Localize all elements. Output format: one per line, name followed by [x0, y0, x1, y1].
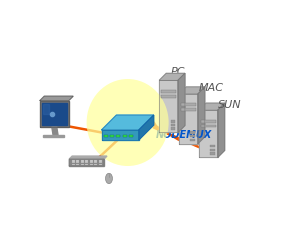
- Polygon shape: [199, 103, 225, 110]
- Bar: [116, 135, 120, 137]
- Bar: [181, 103, 196, 106]
- Bar: [98, 162, 102, 163]
- Text: NODEMUX: NODEMUX: [156, 130, 212, 140]
- Bar: [161, 90, 176, 93]
- Ellipse shape: [106, 173, 112, 184]
- Polygon shape: [52, 127, 58, 135]
- Bar: [90, 160, 93, 162]
- Polygon shape: [139, 115, 154, 140]
- Polygon shape: [178, 73, 185, 132]
- Bar: [104, 135, 108, 137]
- Bar: [81, 162, 84, 163]
- Bar: [94, 164, 97, 165]
- Bar: [72, 160, 75, 162]
- Bar: [110, 135, 114, 137]
- Bar: [170, 120, 175, 122]
- Bar: [201, 120, 216, 122]
- Bar: [85, 164, 88, 165]
- Polygon shape: [101, 130, 139, 140]
- Bar: [129, 135, 133, 137]
- Bar: [85, 162, 88, 163]
- Ellipse shape: [87, 79, 169, 166]
- Polygon shape: [43, 135, 64, 138]
- Bar: [181, 108, 196, 111]
- Bar: [210, 148, 215, 151]
- Polygon shape: [69, 159, 104, 166]
- Bar: [98, 160, 102, 162]
- Polygon shape: [43, 104, 49, 114]
- Bar: [98, 164, 102, 165]
- Bar: [161, 95, 176, 98]
- Polygon shape: [199, 110, 218, 157]
- Bar: [94, 160, 97, 162]
- Text: PC: PC: [171, 66, 186, 76]
- Polygon shape: [159, 73, 185, 80]
- Polygon shape: [218, 103, 225, 157]
- Bar: [94, 162, 97, 163]
- Bar: [170, 124, 175, 126]
- Bar: [123, 135, 127, 137]
- Bar: [210, 152, 215, 155]
- Bar: [72, 162, 75, 163]
- Bar: [85, 160, 88, 162]
- Polygon shape: [101, 115, 154, 130]
- Bar: [190, 135, 195, 138]
- Bar: [90, 164, 93, 165]
- Polygon shape: [179, 87, 205, 94]
- Polygon shape: [40, 101, 69, 127]
- Bar: [201, 124, 216, 128]
- Text: MAC: MAC: [199, 83, 224, 93]
- Bar: [170, 128, 175, 130]
- Bar: [190, 131, 195, 134]
- Bar: [76, 164, 80, 165]
- Bar: [210, 145, 215, 147]
- Polygon shape: [69, 156, 107, 159]
- Bar: [76, 160, 80, 162]
- Bar: [81, 160, 84, 162]
- Polygon shape: [179, 94, 198, 144]
- Polygon shape: [40, 96, 73, 101]
- Polygon shape: [198, 87, 205, 144]
- Polygon shape: [159, 80, 178, 132]
- Bar: [81, 164, 84, 165]
- Polygon shape: [42, 102, 67, 125]
- Bar: [76, 162, 80, 163]
- Text: SUN: SUN: [218, 100, 242, 110]
- Bar: [72, 164, 75, 165]
- Bar: [90, 162, 93, 163]
- Bar: [190, 139, 195, 141]
